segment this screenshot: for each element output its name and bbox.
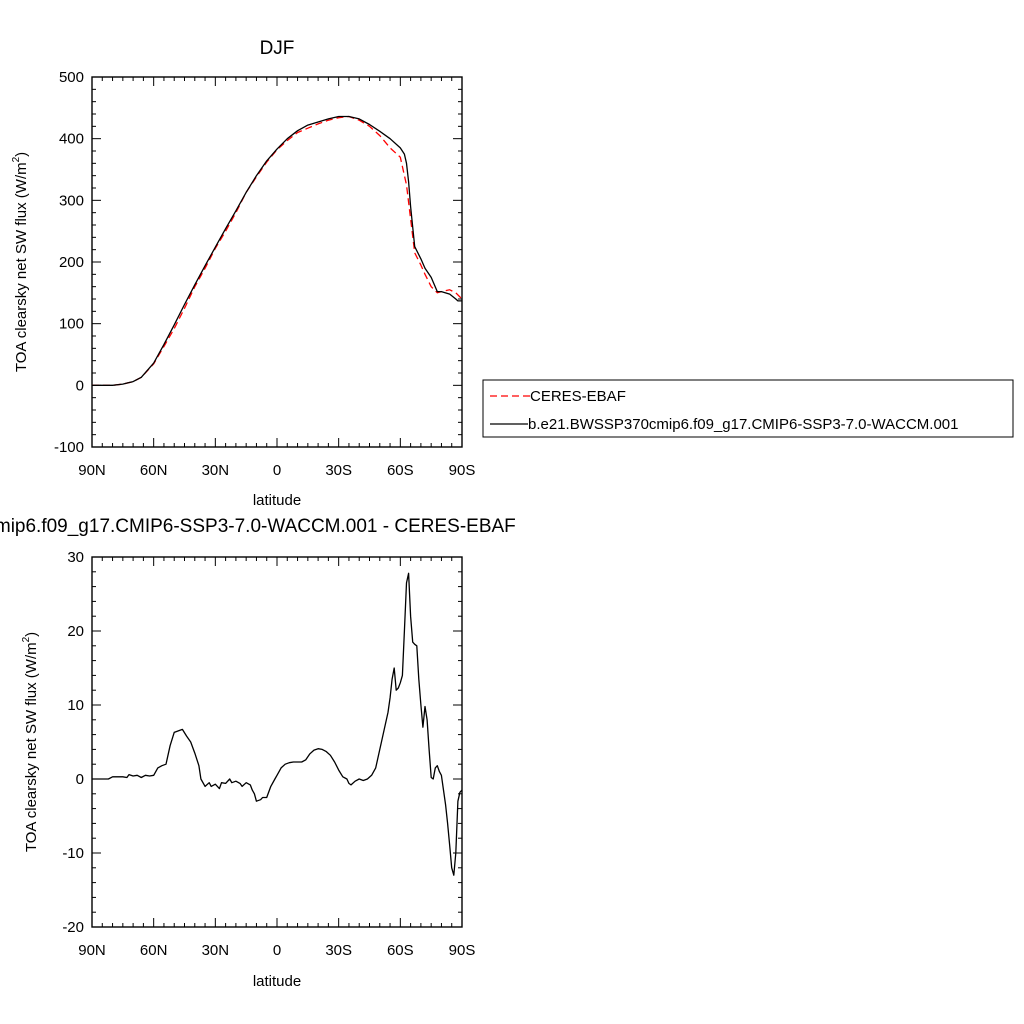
top-plot-frame	[91, 76, 463, 448]
bottom-y-axis-label-text: TOA clearsky net SW flux (W/m	[23, 642, 40, 852]
bottom-x-tick-label: 30N	[202, 942, 230, 959]
bottom-x-tick-label: 0	[273, 942, 281, 959]
bottom-y-axis-label: TOA clearsky net SW flux (W/m2)	[21, 632, 40, 852]
bottom-x-axis-label: latitude	[253, 973, 301, 990]
bottom-y-tick-label: -20	[62, 919, 84, 936]
top-x-tick-label: 60S	[387, 462, 414, 479]
top-y-axis-label-close: )	[13, 152, 30, 157]
top-tick-labels: 90N 60N 30N 0 30S 60S 90S -100 0 100 200 300 400 500	[54, 69, 475, 479]
bottom-x-tick-label: 90N	[78, 942, 106, 959]
bottom-series	[92, 572, 463, 876]
bottom-y-tick-label: 20	[67, 623, 84, 640]
top-x-tick-label: 30S	[325, 462, 352, 479]
top-x-tick-label: 90N	[78, 462, 106, 479]
top-x-tick-label: 30N	[202, 462, 230, 479]
top-series-line-1	[92, 115, 463, 386]
top-chart-title: DJF	[260, 38, 295, 59]
legend: CERES-EBAF b.e21.BWSSP370cmip6.f09_g17.C…	[482, 379, 1014, 438]
top-y-axis-label: TOA clearsky net SW flux (W/m2)	[11, 152, 30, 372]
bottom-y-axis-label-superscript: 2	[21, 636, 32, 642]
bottom-y-tick-label: 30	[67, 549, 84, 566]
top-x-tick-label: 90S	[449, 462, 476, 479]
bottom-x-tick-label: 60S	[387, 942, 414, 959]
bottom-x-tick-label: 30S	[325, 942, 352, 959]
bottom-chart-title: b.e21.BWSSP370cmip6.f09_g17.CMIP6-SSP3-7…	[0, 516, 516, 537]
top-y-tick-label: 100	[59, 316, 84, 333]
top-y-tick-label: -100	[54, 439, 84, 456]
bottom-y-tick-label: 0	[76, 771, 84, 788]
top-series-line-2	[92, 115, 462, 386]
bottom-plot-frame	[91, 556, 463, 928]
bottom-y-axis-label-close: )	[23, 632, 40, 637]
top-y-tick-label: 400	[59, 131, 84, 148]
top-x-tick-label: 60N	[140, 462, 168, 479]
bottom-tick-labels: 90N 60N 30N 0 30S 60S 90S -20 -10 0 10 20 30	[62, 549, 475, 959]
bottom-x-tick-label: 60N	[140, 942, 168, 959]
top-x-axis-label: latitude	[253, 492, 301, 509]
top-x-tick-label: 0	[273, 462, 281, 479]
bottom-chart: b.e21.BWSSP370cmip6.f09_g17.CMIP6-SSP3-7…	[0, 516, 516, 990]
top-y-axis-label-text: TOA clearsky net SW flux (W/m	[13, 162, 30, 372]
top-chart: DJF 90N 60N 30N 0 30S 60S 90S -100 0 100 200 300 400…	[11, 38, 475, 509]
top-y-tick-label: 300	[59, 192, 84, 209]
top-y-axis-label-superscript: 2	[11, 156, 22, 162]
legend-label-ceres: CERES-EBAF	[530, 388, 626, 405]
top-series	[92, 115, 463, 386]
bottom-tick-marks	[91, 556, 463, 928]
bottom-series-line-1	[92, 572, 463, 876]
bottom-y-tick-label: 10	[67, 697, 84, 714]
top-tick-marks	[91, 76, 463, 448]
bottom-x-tick-label: 90S	[449, 942, 476, 959]
bottom-y-tick-label: -10	[62, 845, 84, 862]
top-y-tick-label: 500	[59, 69, 84, 86]
legend-label-model: b.e21.BWSSP370cmip6.f09_g17.CMIP6-SSP3-7…	[528, 416, 958, 433]
top-y-tick-label: 0	[76, 377, 84, 394]
top-y-tick-label: 200	[59, 254, 84, 271]
legend-box	[482, 379, 1014, 438]
